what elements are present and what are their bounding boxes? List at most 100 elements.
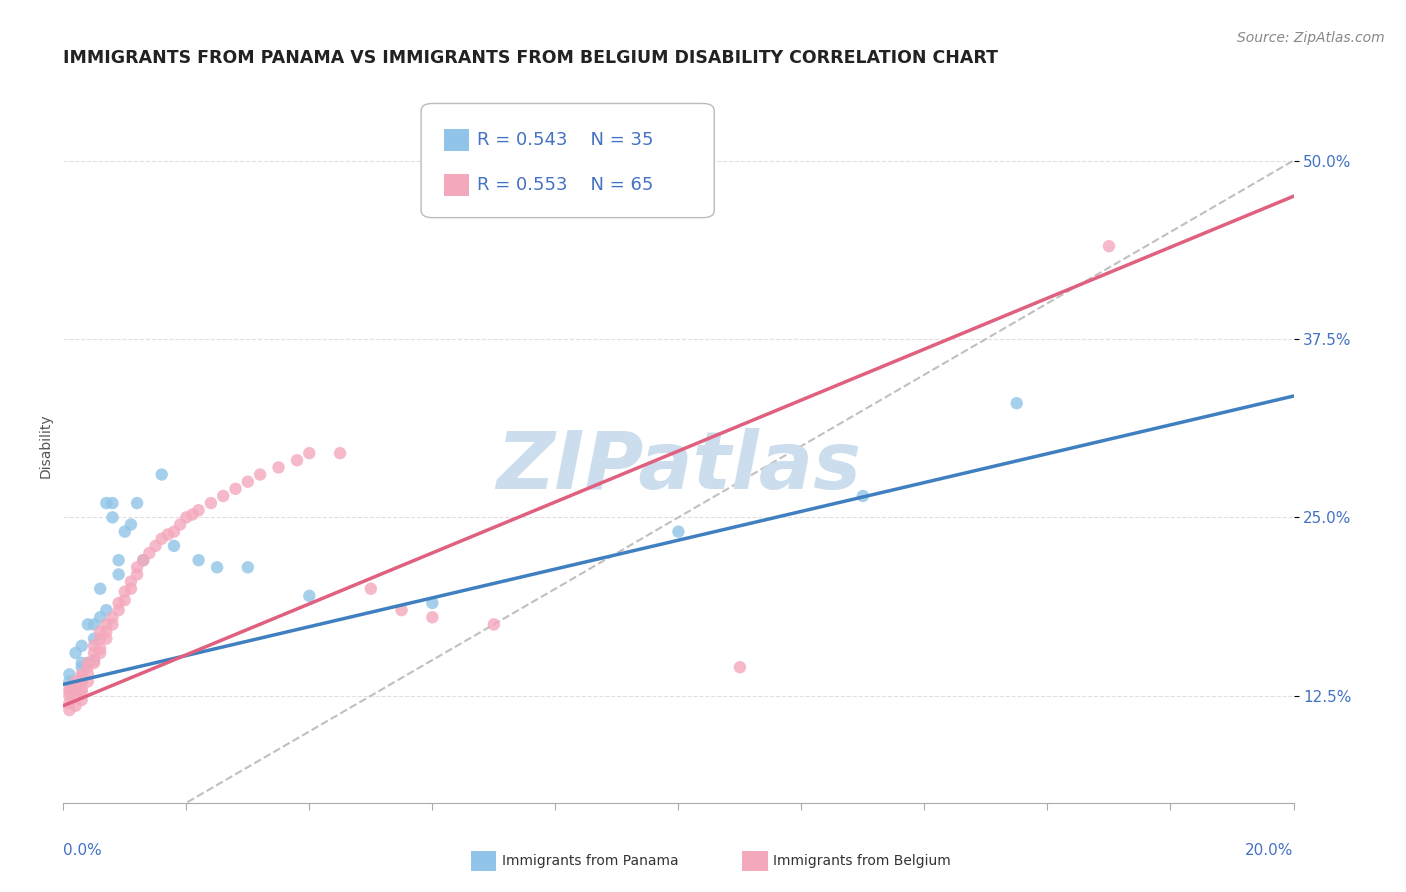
- Point: [76, 617, 98, 632]
- Point: [83, 639, 105, 653]
- Point: [114, 593, 136, 607]
- Point: [391, 603, 413, 617]
- Point: [114, 524, 136, 539]
- Y-axis label: Disability: Disability: [38, 414, 52, 478]
- Point: [236, 560, 259, 574]
- Point: [114, 584, 136, 599]
- Point: [120, 574, 142, 589]
- Text: R = 0.553    N = 65: R = 0.553 N = 65: [478, 176, 654, 194]
- Point: [107, 596, 129, 610]
- Point: [249, 467, 271, 482]
- Text: IMMIGRANTS FROM PANAMA VS IMMIGRANTS FROM BELGIUM DISABILITY CORRELATION CHART: IMMIGRANTS FROM PANAMA VS IMMIGRANTS FRO…: [63, 49, 998, 67]
- Point: [96, 632, 118, 646]
- Point: [156, 527, 179, 541]
- Point: [70, 674, 93, 689]
- Point: [76, 656, 98, 670]
- Point: [267, 460, 290, 475]
- Point: [163, 539, 186, 553]
- Point: [58, 684, 80, 698]
- Point: [96, 617, 118, 632]
- Point: [127, 560, 148, 574]
- Point: [70, 693, 93, 707]
- Text: 20.0%: 20.0%: [1246, 843, 1294, 858]
- Point: [132, 553, 155, 567]
- Point: [58, 703, 80, 717]
- Point: [205, 560, 228, 574]
- Point: [58, 674, 80, 689]
- Point: [329, 446, 352, 460]
- Point: [70, 674, 93, 689]
- Point: [58, 667, 80, 681]
- Point: [422, 596, 444, 610]
- Point: [83, 617, 105, 632]
- Point: [76, 674, 98, 689]
- Text: Immigrants from Panama: Immigrants from Panama: [502, 854, 679, 868]
- Point: [83, 653, 105, 667]
- Point: [138, 546, 160, 560]
- Point: [96, 624, 118, 639]
- Point: [107, 553, 129, 567]
- Text: Immigrants from Belgium: Immigrants from Belgium: [773, 854, 950, 868]
- Point: [89, 646, 111, 660]
- Point: [89, 624, 111, 639]
- Point: [212, 489, 235, 503]
- Point: [422, 610, 444, 624]
- Point: [1005, 396, 1028, 410]
- Point: [145, 539, 167, 553]
- Point: [70, 667, 93, 681]
- Point: [70, 670, 93, 684]
- Point: [70, 660, 93, 674]
- Point: [852, 489, 875, 503]
- Text: 0.0%: 0.0%: [63, 843, 103, 858]
- Point: [120, 582, 142, 596]
- Point: [728, 660, 751, 674]
- Text: Source: ZipAtlas.com: Source: ZipAtlas.com: [1237, 30, 1385, 45]
- Point: [127, 567, 148, 582]
- Point: [83, 653, 105, 667]
- Point: [76, 656, 98, 670]
- Point: [360, 582, 382, 596]
- Point: [174, 510, 197, 524]
- Point: [65, 681, 87, 696]
- Point: [666, 524, 689, 539]
- Point: [65, 674, 87, 689]
- Point: [70, 684, 93, 698]
- Text: ZIPatlas: ZIPatlas: [496, 428, 860, 507]
- Point: [101, 510, 124, 524]
- Point: [70, 681, 93, 696]
- Point: [70, 639, 93, 653]
- Text: R = 0.543    N = 35: R = 0.543 N = 35: [478, 131, 654, 149]
- Point: [127, 496, 148, 510]
- Point: [65, 698, 87, 713]
- Point: [107, 603, 129, 617]
- Point: [285, 453, 308, 467]
- Point: [101, 617, 124, 632]
- Point: [298, 446, 321, 460]
- Point: [83, 656, 105, 670]
- Point: [83, 632, 105, 646]
- Point: [169, 517, 191, 532]
- Point: [89, 641, 111, 656]
- Point: [482, 617, 505, 632]
- Point: [70, 656, 93, 670]
- Point: [89, 582, 111, 596]
- Point: [150, 532, 173, 546]
- Point: [150, 467, 173, 482]
- Point: [65, 681, 87, 696]
- Point: [101, 610, 124, 624]
- Point: [132, 553, 155, 567]
- Point: [65, 646, 87, 660]
- Point: [187, 553, 209, 567]
- Point: [96, 603, 118, 617]
- Point: [1098, 239, 1121, 253]
- Point: [58, 681, 80, 696]
- Point: [200, 496, 222, 510]
- Point: [89, 632, 111, 646]
- Point: [236, 475, 259, 489]
- Point: [163, 524, 186, 539]
- Point: [65, 689, 87, 703]
- Point: [181, 508, 204, 522]
- Point: [89, 610, 111, 624]
- Point: [58, 696, 80, 710]
- Point: [120, 517, 142, 532]
